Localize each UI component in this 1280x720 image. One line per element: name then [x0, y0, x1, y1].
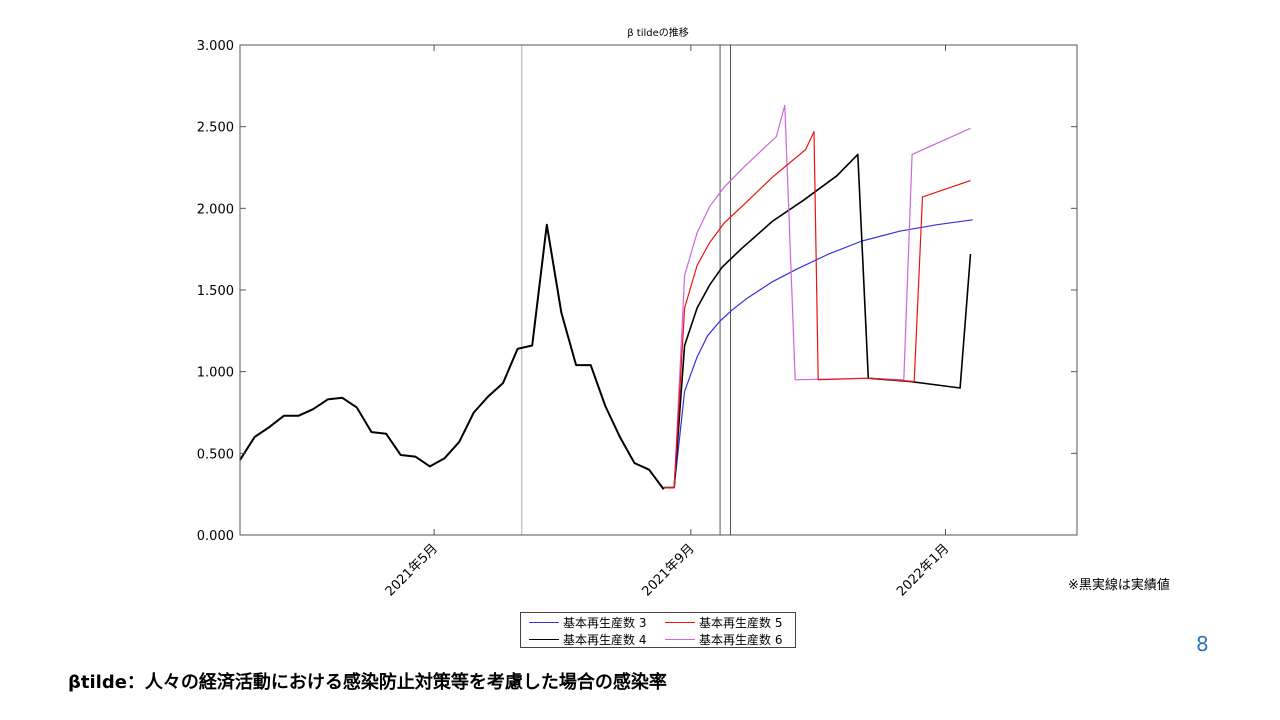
x-tick-label-1: 2021年9月: [639, 541, 697, 599]
y-tick-label-1: 0.500: [197, 447, 234, 462]
chart-title: β tildeの推移: [627, 26, 689, 39]
x-tick-label-2: 2022年1月: [894, 541, 952, 599]
y-tick-label-2: 1.000: [197, 366, 234, 381]
series-line-3: [663, 104, 971, 489]
plot-frame: [239, 44, 1078, 536]
legend-swatch-r5: [665, 622, 695, 623]
legend-swatch-r3: [529, 622, 559, 623]
legend-item-r4: 基本再生産数 4: [525, 631, 646, 648]
legend-label-r3: 基本再生産数 3: [563, 616, 647, 630]
legend-label-r6: 基本再生産数 6: [699, 633, 783, 647]
series-line-0: [663, 219, 973, 489]
actual-line: [239, 223, 665, 490]
legend-item-r5: 基本再生産数 5: [661, 614, 782, 631]
legend-swatch-r4: [529, 639, 559, 640]
y-tick-label-4: 2.000: [197, 202, 234, 217]
series-line-2: [663, 131, 971, 489]
actual-values-note: ※黒実線は実績値: [1068, 578, 1170, 593]
legend-item-r6: 基本再生産数 6: [661, 631, 782, 648]
x-tick-label-0: 2021年5月: [383, 541, 441, 599]
legend-swatch-r6: [665, 639, 695, 640]
legend-label-r5: 基本再生産数 5: [699, 616, 783, 630]
page-number: 8: [1196, 632, 1209, 656]
legend-label-r4: 基本再生産数 4: [563, 633, 647, 647]
y-tick-label-0: 0.000: [197, 529, 234, 544]
y-tick-label-6: 3.000: [197, 39, 234, 54]
y-tick-label-3: 1.500: [197, 284, 234, 299]
legend: 基本再生産数 3 基本再生産数 5 基本再生産数 4 基本再生産数 6: [520, 612, 796, 648]
y-tick-label-5: 2.500: [197, 121, 234, 136]
caption: βtilde：人々の経済活動における感染防止対策等を考慮した場合の感染率: [68, 672, 667, 693]
legend-item-r3: 基本再生産数 3: [525, 614, 646, 631]
